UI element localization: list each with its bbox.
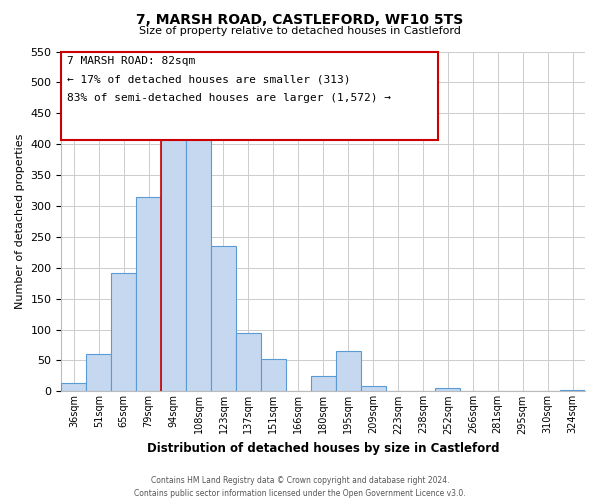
Bar	[311, 376, 335, 392]
Bar	[161, 140, 186, 392]
Bar	[111, 274, 136, 392]
Text: Size of property relative to detached houses in Castleford: Size of property relative to detached ho…	[139, 26, 461, 36]
Bar	[261, 360, 286, 392]
Bar	[136, 196, 161, 392]
Bar	[186, 126, 211, 392]
Text: ← 17% of detached houses are smaller (313): ← 17% of detached houses are smaller (31…	[67, 74, 351, 85]
Text: 7, MARSH ROAD, CASTLEFORD, WF10 5TS: 7, MARSH ROAD, CASTLEFORD, WF10 5TS	[136, 12, 464, 26]
Bar	[335, 351, 361, 392]
Bar	[211, 246, 236, 392]
Bar	[61, 384, 86, 392]
Bar	[361, 386, 386, 392]
Bar	[560, 390, 585, 392]
Y-axis label: Number of detached properties: Number of detached properties	[15, 134, 25, 309]
Text: 83% of semi-detached houses are larger (1,572) →: 83% of semi-detached houses are larger (…	[67, 93, 391, 103]
Text: Contains HM Land Registry data © Crown copyright and database right 2024.
Contai: Contains HM Land Registry data © Crown c…	[134, 476, 466, 498]
X-axis label: Distribution of detached houses by size in Castleford: Distribution of detached houses by size …	[147, 442, 499, 455]
Text: 7 MARSH ROAD: 82sqm: 7 MARSH ROAD: 82sqm	[67, 56, 196, 66]
Bar	[436, 388, 460, 392]
Bar	[236, 332, 261, 392]
Bar	[86, 354, 111, 392]
